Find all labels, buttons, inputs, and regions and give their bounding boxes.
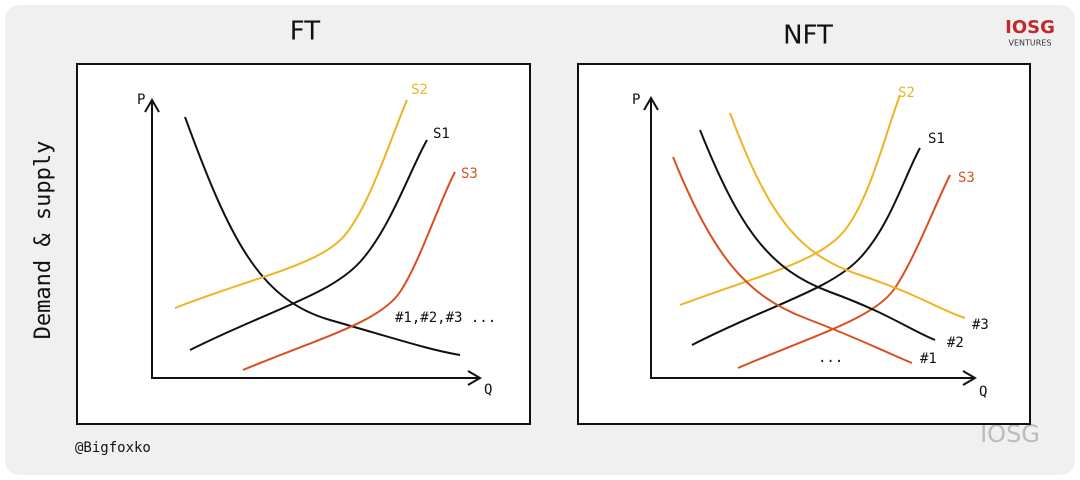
supply-curve — [691, 147, 921, 346]
curve-label: #1,#2,#3 ... — [395, 310, 496, 326]
axis-label: Q — [979, 384, 987, 400]
supply-curve — [242, 171, 456, 371]
axis-label: P — [632, 92, 640, 108]
demand-curve — [699, 129, 936, 341]
curve-label: #2 — [947, 335, 964, 351]
curve-label: ... — [818, 350, 843, 366]
axis-label: P — [137, 92, 145, 108]
curve-label: S3 — [958, 170, 975, 186]
panel-title: NFT — [783, 21, 833, 51]
demand-curve — [184, 116, 461, 356]
supply-curve — [189, 139, 428, 351]
panel-title: FT — [290, 17, 320, 47]
panel-frame — [76, 63, 531, 425]
curve-label: S2 — [898, 85, 915, 101]
demand-curve — [672, 156, 913, 364]
curve-label: S1 — [433, 126, 450, 142]
curve-label: S3 — [461, 166, 478, 182]
demand-curve — [729, 112, 966, 319]
logo-name: IOSG — [1005, 17, 1055, 38]
supply-curve — [174, 99, 408, 309]
logo-sub: VENTURES — [1009, 39, 1052, 48]
curve-label: #3 — [972, 317, 989, 333]
side-label: Demand & supply — [31, 141, 56, 340]
curve-label: S2 — [411, 82, 428, 98]
axis-label: Q — [484, 382, 492, 398]
axes — [144, 98, 482, 386]
curve-label: #1 — [920, 351, 937, 367]
credit: @Bigfoxko — [75, 440, 151, 456]
curve-label: S1 — [928, 131, 945, 147]
axes — [643, 96, 977, 386]
